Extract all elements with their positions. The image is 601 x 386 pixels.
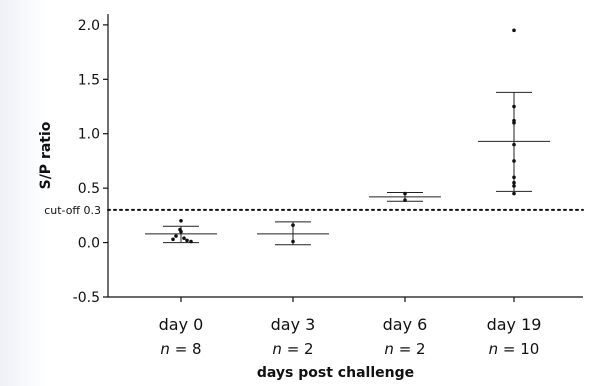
data-point — [291, 239, 295, 244]
x-category-label: day 6 — [383, 315, 428, 334]
data-point — [512, 191, 516, 196]
data-point — [174, 234, 178, 238]
cutoff-label: cut-off 0.3 — [44, 204, 101, 217]
group-day-19 — [478, 28, 550, 196]
group-day-6 — [369, 191, 441, 202]
data-point — [512, 180, 516, 185]
data-point — [171, 237, 175, 242]
y-tick-label: 1.0 — [78, 127, 100, 143]
data-point — [179, 229, 183, 234]
data-point — [403, 198, 407, 202]
data-point — [182, 236, 186, 241]
data-point — [189, 239, 193, 244]
data-point — [512, 104, 516, 109]
data-point — [403, 191, 407, 196]
data-point — [512, 184, 516, 188]
x-category-label: day 0 — [159, 315, 204, 334]
data-point — [512, 28, 516, 33]
x-axis-label: days post challenge — [257, 365, 414, 381]
y-tick-label: -0.5 — [73, 290, 100, 306]
data-point — [512, 142, 516, 147]
group-day-0 — [145, 219, 217, 244]
data-point — [185, 238, 189, 243]
n-label: n = 2 — [384, 340, 425, 358]
data-point — [512, 121, 516, 125]
y-tick-label: 2.0 — [78, 18, 100, 34]
y-tick-label: 0.0 — [78, 236, 100, 252]
data-point — [512, 175, 516, 180]
y-tick-label: 0.5 — [78, 181, 100, 197]
y-tick-label: 1.5 — [78, 72, 100, 88]
n-label: n = 2 — [272, 340, 313, 358]
y-axis-label: S/P ratio — [38, 121, 54, 189]
data-point — [179, 219, 183, 223]
x-category-label: day 3 — [271, 315, 316, 334]
n-label: n = 10 — [489, 340, 540, 358]
data-point — [512, 159, 516, 163]
n-label: n = 8 — [160, 340, 201, 358]
group-day-3 — [257, 221, 329, 246]
x-category-label: day 19 — [487, 315, 542, 334]
data-point — [291, 223, 295, 227]
